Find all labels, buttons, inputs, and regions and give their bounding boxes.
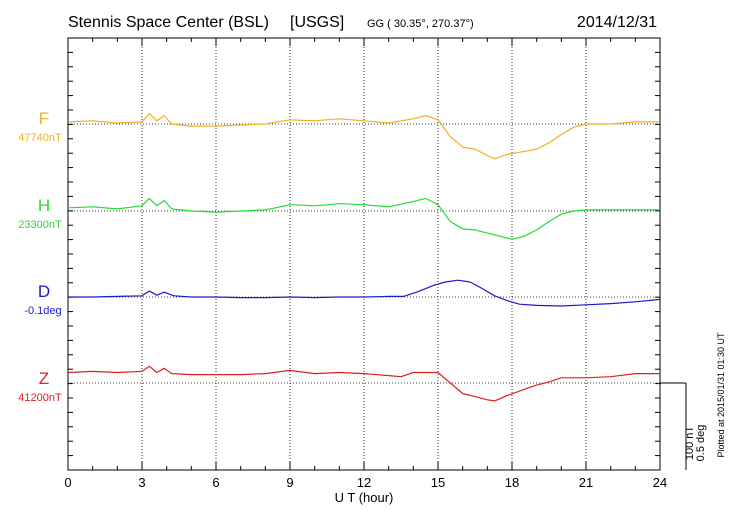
series-label-f: F — [39, 109, 49, 128]
scale-label-nt: 100 nT — [684, 426, 696, 461]
x-axis-label: U T (hour) — [335, 490, 394, 505]
series-base-d: -0.1deg — [24, 305, 61, 317]
series-lines — [67, 112, 661, 402]
series-line-d — [68, 279, 661, 307]
series-base-f: 47740nT — [18, 132, 62, 144]
series-base-z: 41200nT — [18, 392, 62, 404]
x-tick-label: 24 — [653, 475, 667, 490]
x-tick-label: 12 — [357, 475, 371, 490]
series-line-f — [67, 112, 660, 160]
scale-label-deg: 0.5 deg — [695, 425, 707, 462]
agency-label: [USGS] — [290, 14, 344, 31]
x-tick-label: 9 — [286, 475, 293, 490]
series-line-z — [67, 365, 660, 402]
x-tick-label: 21 — [579, 475, 593, 490]
x-tick-labels: 0 3 6 9 12 15 18 21 24 — [64, 475, 667, 490]
x-tick-label: 3 — [138, 475, 145, 490]
x-tick-label: 18 — [505, 475, 519, 490]
grid — [141, 38, 587, 470]
coordinates-label: GG ( 30.35°, 270.37°) — [367, 18, 474, 30]
x-tick-label: 15 — [431, 475, 445, 490]
x-tick-label: 0 — [64, 475, 71, 490]
date-label: 2014/12/31 — [577, 14, 657, 31]
series-base-h: 23300nT — [18, 219, 62, 231]
station-title: Stennis Space Center (BSL) — [68, 14, 269, 31]
series-label-d: D — [38, 282, 50, 301]
series-line-h — [67, 197, 660, 240]
series-label-z: Z — [39, 369, 49, 388]
x-tick-label: 6 — [212, 475, 219, 490]
series-label-h: H — [38, 196, 50, 215]
plotted-at-note: Plotted at 2015/01/31 01:30 UT — [716, 332, 726, 458]
